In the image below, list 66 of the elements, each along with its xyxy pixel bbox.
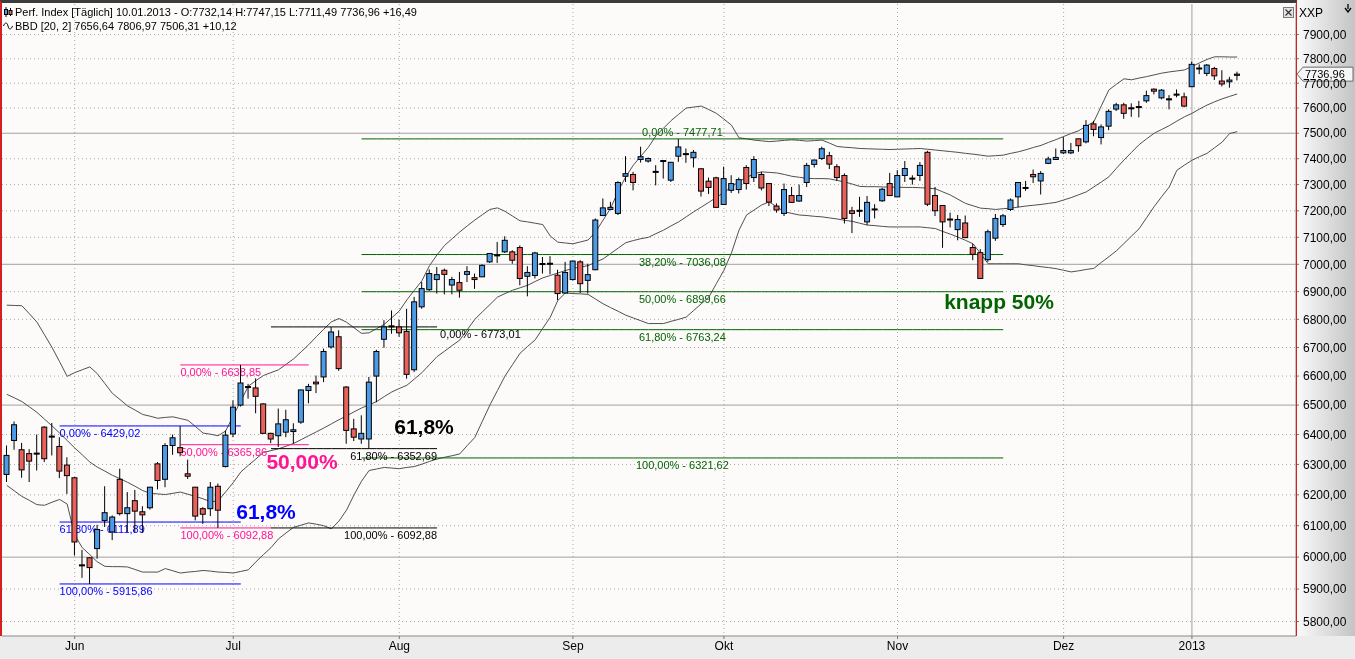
x-tick-label: Okt xyxy=(714,638,734,653)
series-label: 38,20% - 7036,08 xyxy=(638,255,726,268)
annotation: knapp 50% xyxy=(944,290,1054,314)
y-tick-label: 7300,00 xyxy=(1303,177,1347,192)
y-tick-label: 6100,00 xyxy=(1303,518,1347,533)
candlestick xyxy=(901,160,908,183)
candlestick xyxy=(463,265,470,283)
candlestick xyxy=(11,421,18,451)
candlestick xyxy=(1037,170,1044,195)
x-tick-label: Sep xyxy=(562,638,584,653)
candlestick xyxy=(3,445,10,483)
y-tick-label: 6300,00 xyxy=(1303,457,1347,472)
y-tick-label: 6500,00 xyxy=(1303,398,1347,413)
chart-title: Perf. Index [Täglich] 10.01.2013 - O:7732,14 H:7747,15 L:7711,49 7736,96 +16,49 xyxy=(15,6,417,19)
series-label: 100,00% - 5915,86 xyxy=(59,584,153,597)
series-label: 0,00% - 7477,71 xyxy=(642,125,723,138)
series-label: 50,00% - 6365,86 xyxy=(180,445,268,458)
annotation: 61,8% xyxy=(236,500,296,524)
y-tick-label: 7000,00 xyxy=(1303,257,1347,272)
text: XXP xyxy=(1299,6,1324,20)
annotation: 61,8% xyxy=(394,415,454,439)
x-tick-label: 2013 xyxy=(1178,638,1206,653)
x-tick-label: Nov xyxy=(886,638,909,653)
y-tick-label: 5800,00 xyxy=(1303,614,1347,629)
x-tick-label: Dez xyxy=(1052,638,1075,653)
candlestick xyxy=(48,422,55,456)
y-tick-label: 7100,00 xyxy=(1303,230,1347,245)
line-series xyxy=(6,56,1238,437)
series-label: 50,00% - 6899,66 xyxy=(638,292,726,305)
y-tick-label: 6200,00 xyxy=(1303,488,1347,503)
candlestick xyxy=(652,164,659,186)
candlestick xyxy=(584,263,591,295)
candlestick xyxy=(675,138,682,163)
candlestick xyxy=(214,483,221,529)
annotation: 50,00% xyxy=(266,450,338,474)
candlestick xyxy=(313,375,319,394)
y-tick-label: 6900,00 xyxy=(1303,284,1347,299)
series-label: 0,00% - 6773,01 xyxy=(440,327,521,340)
y-tick-label: 7600,00 xyxy=(1303,101,1347,116)
y-tick-label: 6800,00 xyxy=(1303,312,1347,327)
text: BBD [20, 2] 7656,64 7806,97 7506,31 +10,12 xyxy=(15,20,237,33)
candlestick xyxy=(1067,142,1074,155)
candlestick xyxy=(63,456,70,495)
x-tick-label: Jul xyxy=(225,638,241,653)
y-tick-label: 5900,00 xyxy=(1303,582,1347,597)
candlestick xyxy=(1233,71,1240,81)
series-label: 100,00% - 6092,88 xyxy=(180,528,274,541)
y-tick-label: 7400,00 xyxy=(1303,152,1347,166)
y-tick-label: 7900,00 xyxy=(1303,27,1347,42)
candlestick xyxy=(1030,169,1037,184)
series-label: 0,00% - 6429,02 xyxy=(59,426,141,439)
candlestick xyxy=(184,459,191,480)
series-label: 100,00% - 6321,62 xyxy=(635,458,729,471)
x-tick-label: Jun xyxy=(65,638,85,653)
y-tick-label: 6700,00 xyxy=(1303,340,1347,355)
x-tick-label: Aug xyxy=(388,638,410,653)
series-label: 61,80% - 6763,24 xyxy=(638,330,726,343)
y-tick-label: 6400,00 xyxy=(1303,427,1347,442)
y-tick-label: 7200,00 xyxy=(1303,204,1347,219)
candlestick xyxy=(803,162,810,188)
y-tick-label: 7800,00 xyxy=(1303,51,1347,66)
y-tick-label: 6600,00 xyxy=(1303,369,1347,384)
series-label: 100,00% - 6092,88 xyxy=(344,528,438,541)
y-tick-label: 6000,00 xyxy=(1303,550,1347,565)
y-tick-label: 7500,00 xyxy=(1303,126,1347,141)
candlestick xyxy=(660,159,667,180)
